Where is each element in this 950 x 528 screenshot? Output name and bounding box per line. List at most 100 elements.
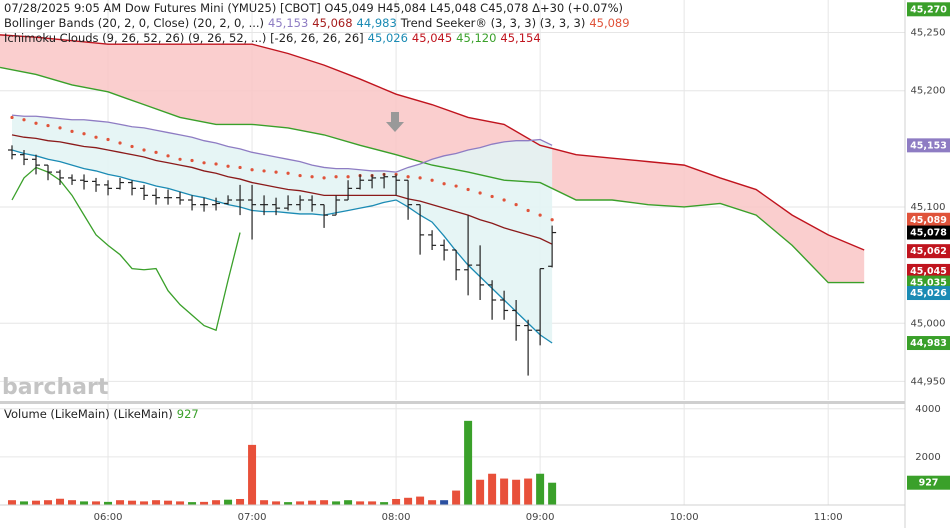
- volume-bar: [392, 498, 401, 505]
- indicator-dot: [334, 175, 338, 179]
- volume-bar: [92, 501, 101, 505]
- volume-bar: [500, 478, 509, 505]
- volume-bar: [116, 500, 125, 505]
- y-tick-label: 45,200: [911, 86, 946, 97]
- indicator-dot: [526, 208, 530, 213]
- indicator-dot: [70, 129, 74, 133]
- price-tag: [907, 212, 950, 227]
- volume-bar: [536, 473, 545, 505]
- indicator-dot: [298, 173, 302, 178]
- price-tag-label: 45,035: [910, 278, 947, 289]
- y-tick-label: 2000: [915, 452, 940, 463]
- legend: 07/28/2025 9:05 AM Dow Futures Mini (YMU…: [4, 1, 630, 421]
- volume-bar: [440, 500, 449, 505]
- watermark: barchart: [2, 375, 109, 400]
- volume-bar: [416, 496, 425, 505]
- indicator-dot: [466, 187, 470, 192]
- indicator-dot: [286, 171, 290, 175]
- volume-bar: [344, 500, 353, 505]
- legend-row: 07/28/2025 9:05 AM Dow Futures Mini (YMU…: [4, 1, 623, 15]
- y-tick-label: 45,000: [911, 318, 946, 329]
- cloud-line: [0, 34, 865, 251]
- x-tick-label: 06:00: [94, 512, 123, 523]
- legend-text: Trend Seeker® (3, 3, 3) (3, 3, 3): [400, 16, 586, 30]
- indicator-dot: [478, 191, 482, 195]
- volume-bar: [284, 502, 293, 505]
- indicator-line: [11, 134, 553, 245]
- volume-bar: [68, 500, 77, 505]
- legend-text: 45,068: [312, 16, 352, 30]
- indicator-dot: [490, 194, 494, 199]
- price-tag-label: 45,089: [910, 215, 947, 226]
- legend-text: 45,026: [368, 31, 408, 45]
- price-tag: [907, 138, 950, 153]
- legend-text: Volume (LikeMain) (LikeMain): [4, 407, 173, 421]
- volume-bar: [488, 473, 497, 505]
- volume-bar: [476, 479, 485, 505]
- volume-bar: [80, 501, 89, 505]
- volume-bar: [260, 500, 269, 505]
- volume-bar: [200, 501, 209, 505]
- volume-bar: [32, 500, 41, 505]
- volume-bar: [308, 500, 317, 505]
- indicator-dot: [130, 144, 134, 149]
- indicator-dot: [10, 115, 14, 120]
- volume-bar: [176, 501, 185, 505]
- legend-text: 45,154: [500, 31, 540, 45]
- price-tag-label: 45,062: [910, 246, 947, 257]
- price-tag-label: 45,045: [910, 266, 947, 277]
- indicator-dot: [250, 168, 254, 172]
- price-tag-label: 45,078: [910, 228, 947, 239]
- indicator-dot: [190, 158, 194, 163]
- volume-bar: [404, 497, 413, 505]
- indicator-dot: [82, 132, 86, 136]
- legend-row: Volume (LikeMain) (LikeMain) 927: [4, 407, 199, 421]
- indicator-dot: [514, 203, 518, 207]
- x-tick-label: 11:00: [814, 512, 843, 523]
- indicator-dot: [166, 154, 170, 158]
- axes: 06:00 07:00 08:00 09:00 10:00 11:00 44,950 45,0…: [94, 2, 950, 523]
- price-tag: [907, 225, 950, 240]
- volume-bar: [8, 500, 17, 505]
- volume-bar: [368, 501, 377, 505]
- volume-bar: [104, 501, 113, 505]
- legend-text: Bollinger Bands (20, 2, 0, Close) (20, 2…: [4, 16, 264, 30]
- y-tick-label: 45,250: [911, 28, 946, 39]
- volume-bar: [272, 501, 281, 505]
- band-fill: [12, 115, 553, 344]
- indicator-dot: [430, 178, 434, 182]
- indicator-dot: [262, 169, 266, 173]
- indicator-dot: [502, 198, 506, 202]
- plot: [0, 34, 865, 505]
- cloud-line: [0, 66, 865, 284]
- volume-bar: [188, 502, 197, 505]
- volume-bar: [296, 501, 305, 505]
- legend-text: 44,983: [357, 16, 397, 30]
- legend-text: 45,089: [589, 16, 629, 30]
- price-tag: [907, 336, 950, 351]
- indicator-dot: [142, 148, 146, 152]
- volume-bar: [212, 500, 221, 505]
- indicator-line: [11, 114, 553, 173]
- price-tag-label: 44,983: [910, 338, 947, 349]
- legend-row: Bollinger Bands (20, 2, 0, Close) (20, 2…: [4, 16, 630, 30]
- y-tick-label: 4000: [915, 404, 940, 415]
- x-tick-label: 09:00: [526, 512, 555, 523]
- indicator-dot: [178, 157, 182, 161]
- volume-bar: [380, 502, 389, 505]
- indicator-dot: [154, 150, 158, 154]
- price-tag: [907, 244, 950, 259]
- indicator-dot: [550, 218, 554, 222]
- price-tag-label: 45,270: [910, 4, 947, 15]
- indicator-dot: [406, 175, 410, 179]
- indicator-dot: [322, 176, 326, 180]
- legend-text: 45,045: [412, 31, 452, 45]
- indicator-line: [11, 149, 553, 344]
- indicator-dot: [538, 213, 542, 217]
- indicator-dot: [46, 123, 50, 128]
- indicator-dot: [22, 118, 26, 122]
- indicator-dot: [346, 175, 350, 179]
- legend-text: 927: [177, 407, 199, 421]
- legend-text: 45,153: [268, 16, 308, 30]
- volume-tag: [907, 475, 950, 490]
